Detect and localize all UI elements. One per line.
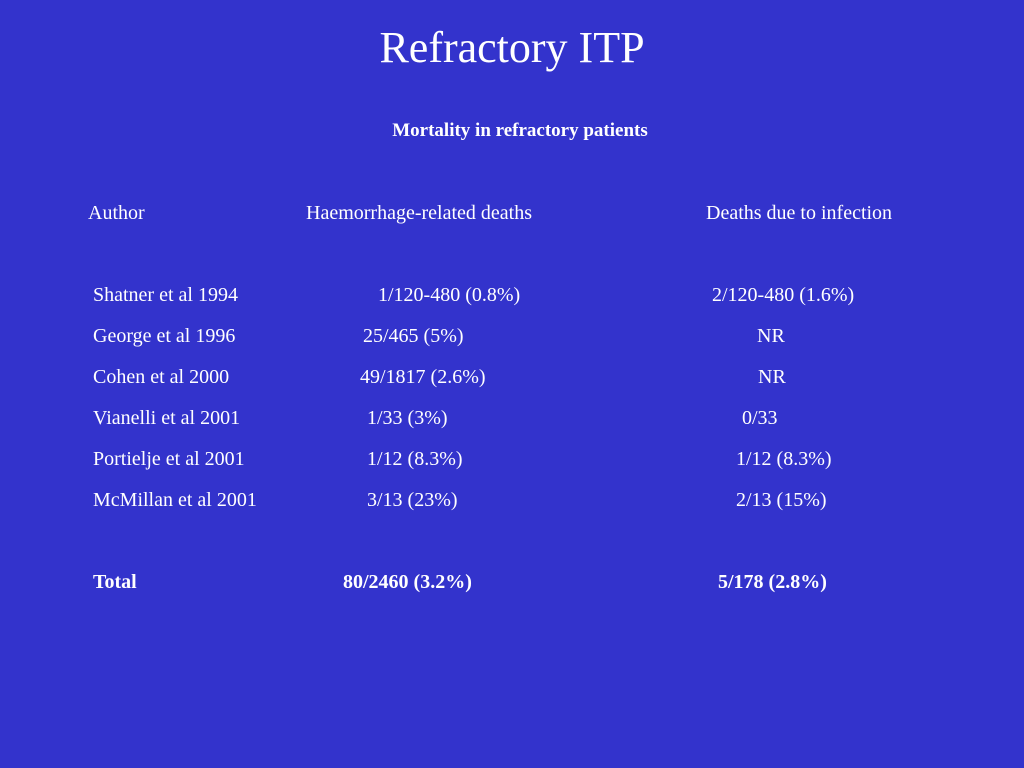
row-author: Cohen et al 2000 xyxy=(93,366,230,388)
row-author: Portielje et al 2001 xyxy=(93,448,245,470)
row-author: Vianelli et al 2001 xyxy=(93,407,241,429)
total-infection: 5/178 (2.8%) xyxy=(718,571,827,593)
header-author: Author xyxy=(88,202,145,224)
header-infection: Deaths due to infection xyxy=(706,202,893,224)
row-author: George et al 1996 xyxy=(93,325,236,347)
row-haemorrhage: 1/12 (8.3%) xyxy=(367,448,463,470)
row-infection: NR xyxy=(758,366,786,388)
row-infection: 1/12 (8.3%) xyxy=(736,448,832,470)
slide-subtitle: Mortality in refractory patients xyxy=(392,120,648,141)
total-label: Total xyxy=(93,571,137,593)
row-author: McMillan et al 2001 xyxy=(93,489,257,511)
row-infection: 0/33 xyxy=(742,407,778,429)
row-haemorrhage: 49/1817 (2.6%) xyxy=(360,366,486,388)
slide-title: Refractory ITP xyxy=(379,23,645,72)
row-infection: 2/13 (15%) xyxy=(736,489,827,511)
header-haemorrhage: Haemorrhage-related deaths xyxy=(306,202,532,224)
row-haemorrhage: 1/120-480 (0.8%) xyxy=(378,284,521,306)
row-infection: NR xyxy=(757,325,785,347)
row-haemorrhage: 1/33 (3%) xyxy=(367,407,448,429)
row-author: Shatner et al 1994 xyxy=(93,284,238,306)
total-haemorrhage: 80/2460 (3.2%) xyxy=(343,571,472,593)
row-infection: 2/120-480 (1.6%) xyxy=(712,284,855,306)
row-haemorrhage: 3/13 (23%) xyxy=(367,489,458,511)
row-haemorrhage: 25/465 (5%) xyxy=(363,325,464,347)
